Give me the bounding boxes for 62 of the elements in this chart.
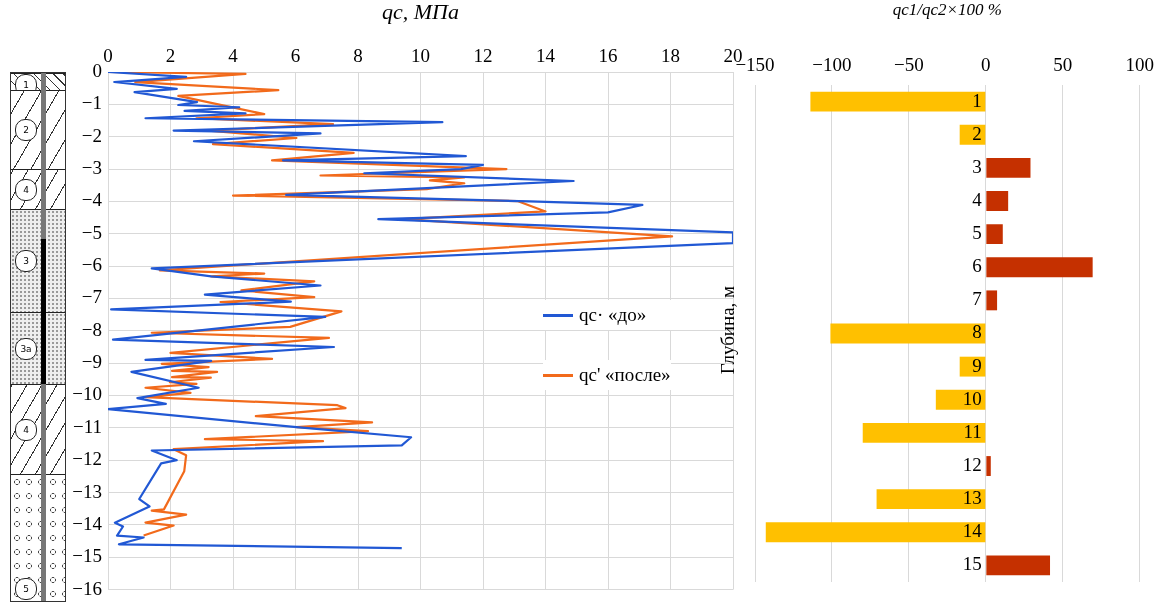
- x-tick-label: 16: [598, 44, 618, 66]
- y-tick-label: 15: [962, 553, 982, 575]
- bar: [876, 489, 986, 510]
- x-tick-label: 4: [228, 44, 239, 66]
- x-tick-label: 50: [1053, 53, 1073, 75]
- legend-label: qc· «до»: [579, 304, 647, 326]
- y-tick-label: −3: [81, 157, 102, 179]
- bar: [986, 290, 998, 311]
- y-tick-label: 3: [972, 155, 982, 177]
- y-tick-label: 10: [962, 387, 982, 409]
- y-tick-label: 11: [963, 420, 982, 442]
- y-tick-label: 6: [972, 255, 982, 277]
- bar: [862, 422, 986, 443]
- bar: [765, 522, 986, 543]
- bar: [986, 224, 1003, 245]
- x-tick-label: 12: [473, 44, 493, 66]
- y-tick-label: −15: [72, 545, 102, 567]
- y-tick-label: −16: [72, 577, 102, 599]
- y-tick-label: −1: [81, 92, 102, 114]
- y-tick-label: 5: [972, 222, 982, 244]
- bar: [986, 555, 1051, 576]
- x-tick-label: 8: [353, 44, 363, 66]
- x-tick-label: 6: [290, 44, 301, 66]
- x-axis-title: qc1/qc2×100 %: [892, 0, 1002, 19]
- y-tick-label: −8: [81, 318, 102, 340]
- x-tick-label: −50: [894, 53, 924, 75]
- x-tick-label: 10: [411, 44, 430, 66]
- x-tick-label: 100: [1125, 53, 1154, 75]
- y-tick-label: −12: [72, 448, 102, 470]
- y-tick-label: −2: [81, 124, 102, 146]
- y-tick-label: 4: [972, 188, 983, 210]
- bar: [986, 257, 1093, 278]
- y-tick-label: −9: [81, 351, 102, 373]
- y-tick-label: −14: [72, 512, 103, 534]
- y-tick-label: 2: [972, 122, 982, 144]
- y-tick-label: −11: [72, 415, 102, 437]
- y-tick-label: 8: [972, 321, 982, 343]
- y-tick-label: −5: [81, 221, 102, 243]
- y-tick-label: 9: [972, 354, 982, 376]
- y-tick-label: 7: [972, 288, 982, 310]
- x-tick-label: 2: [165, 44, 176, 66]
- y-tick-label: 1: [972, 89, 982, 111]
- x-tick-label: 14: [536, 44, 556, 66]
- soil-column: 1 2 4 3 3а 4 5: [10, 72, 66, 602]
- y-tick-label: −10: [72, 383, 102, 405]
- y-tick-label: −6: [81, 254, 102, 276]
- y-tick-label: −13: [72, 480, 102, 502]
- y-tick-label: 13: [962, 487, 982, 509]
- x-tick-label: −100: [812, 53, 852, 75]
- bar: [810, 91, 986, 112]
- y-tick-label: 14: [962, 520, 983, 542]
- y-tick-label: −4: [81, 189, 103, 211]
- y-axis-title: Глубина, м: [717, 285, 739, 375]
- bar: [986, 157, 1031, 178]
- bar: [986, 456, 991, 476]
- bar: [830, 323, 986, 344]
- x-tick-label: 18: [661, 44, 680, 66]
- y-tick-label: −7: [81, 286, 102, 308]
- bar: [986, 191, 1009, 211]
- y-tick-label: 12: [962, 454, 982, 476]
- x-axis-title: qc, МПа: [382, 0, 459, 24]
- legend-label: qc' «после»: [579, 364, 671, 386]
